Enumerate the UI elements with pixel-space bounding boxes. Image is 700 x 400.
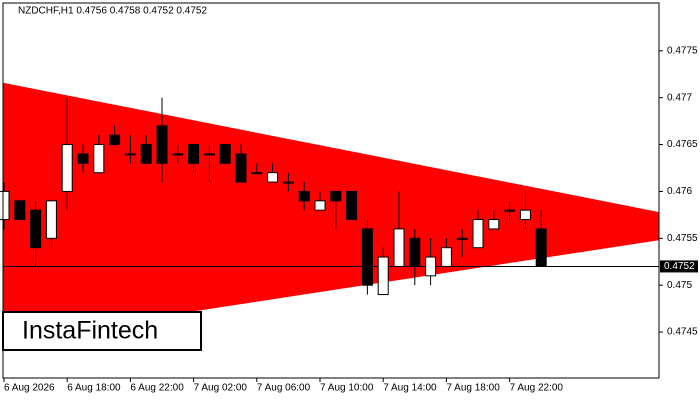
y-tick-label: 0.4745 xyxy=(667,327,698,338)
y-tick-label: 0.476 xyxy=(667,186,692,197)
candle-body xyxy=(14,200,26,221)
candle-body xyxy=(93,144,105,174)
candle-body xyxy=(61,144,73,192)
candle-body xyxy=(504,209,516,212)
candle-body xyxy=(472,219,484,249)
candle-body xyxy=(298,190,310,202)
candle-body xyxy=(188,144,200,164)
chart-title: NZDCHF,H1 0.4756 0.4758 0.4752 0.4752 xyxy=(18,6,207,17)
candle-body xyxy=(235,153,247,183)
x-tick-label: 6 Aug 22:00 xyxy=(130,383,184,394)
candle-body xyxy=(282,181,294,184)
last-price-label: 0.4752 xyxy=(664,261,695,272)
x-tick-label: 7 Aug 18:00 xyxy=(446,383,500,394)
candle-body xyxy=(535,228,547,267)
candle-body xyxy=(172,153,184,156)
plot-layer xyxy=(0,97,659,296)
candle-body xyxy=(140,144,152,164)
y-tick-label: 0.477 xyxy=(667,92,692,103)
candle-body xyxy=(393,228,405,267)
x-tick-label: 7 Aug 14:00 xyxy=(383,383,437,394)
candle-body xyxy=(30,209,42,249)
x-tick-label: 6 Aug 18:00 xyxy=(67,383,121,394)
candle-body xyxy=(425,256,437,277)
y-tick-label: 0.4755 xyxy=(667,233,698,244)
x-tick-label: 7 Aug 22:00 xyxy=(510,383,564,394)
candle-body xyxy=(124,153,136,156)
x-tick-label: 6 Aug 2026 xyxy=(4,383,55,394)
candle-body xyxy=(346,190,358,221)
candle-body xyxy=(267,172,279,183)
candle-body xyxy=(361,228,373,286)
plot-frame xyxy=(2,2,660,379)
y-tick-label: 0.4775 xyxy=(667,45,698,56)
last-price-box xyxy=(660,260,698,273)
candle-body xyxy=(219,144,231,164)
candle-body xyxy=(109,134,121,146)
candle-body xyxy=(519,209,531,221)
candle-body xyxy=(314,200,326,211)
candle-body xyxy=(45,200,57,239)
candle-body xyxy=(409,237,421,267)
x-tick-label: 7 Aug 02:00 xyxy=(194,383,248,394)
y-tick-label: 0.4765 xyxy=(667,139,698,150)
candle-body xyxy=(156,125,168,164)
candle-body xyxy=(251,172,263,175)
x-tick-label: 7 Aug 10:00 xyxy=(320,383,374,394)
candle-body xyxy=(0,190,10,221)
candle-body xyxy=(488,219,500,230)
candle-body xyxy=(456,237,468,240)
logo-box xyxy=(2,311,202,351)
candle-body xyxy=(440,247,452,267)
logo: InstaFintech xyxy=(22,317,158,345)
candle-body xyxy=(330,190,342,202)
y-tick-label: 0.475 xyxy=(667,280,692,291)
candle-body xyxy=(203,153,215,156)
candle-body xyxy=(77,153,89,164)
candle-body xyxy=(377,256,389,296)
x-tick-label: 7 Aug 06:00 xyxy=(257,383,311,394)
